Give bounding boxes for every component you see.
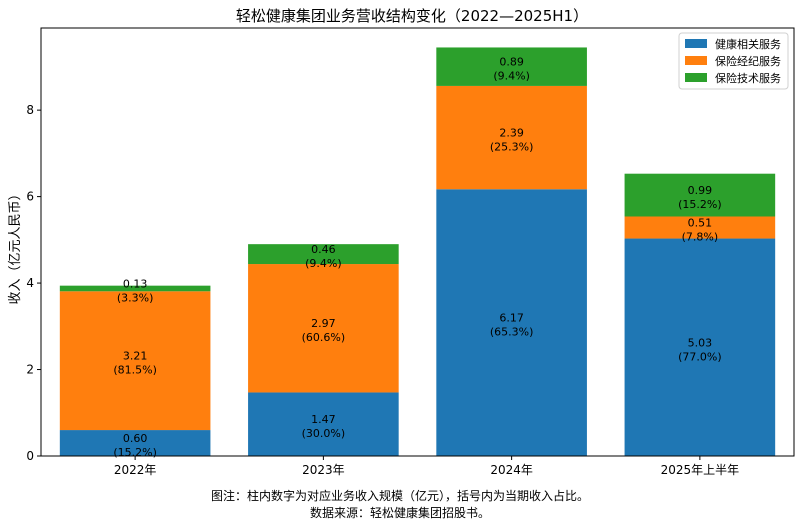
bar-value-label: 6.17 (499, 312, 524, 325)
x-tick-label: 2024年 (490, 463, 533, 477)
bar-segment (248, 244, 399, 265)
legend-swatch (685, 39, 707, 48)
bar-value-label: 2.39 (499, 127, 524, 140)
legend-swatch (685, 73, 707, 82)
bar-value-label: 5.03 (688, 336, 713, 349)
bar-segment (624, 216, 776, 239)
y-tick-label: 0 (26, 449, 34, 463)
y-tick-label: 6 (26, 190, 34, 204)
bar-share-label: (77.0%) (678, 350, 722, 363)
bar-value-label: 0.60 (123, 432, 148, 445)
bar-share-label: (30.0%) (302, 427, 346, 440)
plot-area: 0.60 (15.2%) 3.21(81.5%) 0.13(3.3%) 1.47(30.… (26, 27, 795, 477)
data-source-note: 数据来源：轻松健康集团招股书。 (309, 506, 490, 520)
chart-title: 轻松健康集团业务营收结构变化（2022—2025H1） (236, 7, 588, 25)
legend-label: 保险经纪服务 (715, 54, 781, 68)
x-tick-label: 2023年 (302, 463, 345, 477)
bar-segment (624, 173, 776, 217)
chart-caption: 图注：柱内数字为对应业务收入规模（亿元），括号内为当期收入占比。 (210, 489, 589, 503)
legend-label: 保险技术服务 (715, 71, 781, 85)
bar-value-label: 0.89 (499, 56, 524, 69)
bar-segment (59, 285, 211, 292)
bar-value-label: 3.21 (123, 350, 148, 363)
bar-share-label: (81.5%) (113, 364, 157, 377)
bar-segment (436, 47, 587, 86)
y-tick-label: 4 (26, 276, 34, 290)
bar-segment (436, 189, 587, 456)
bar-share-label: (25.3%) (490, 141, 534, 154)
bar-segment (248, 264, 399, 393)
bar-share-label: (60.6%) (302, 331, 346, 344)
bar-share-label: (15.2%) (678, 198, 722, 211)
plot-frame (40, 27, 795, 457)
bar-segment (59, 291, 211, 431)
bar-value-label: 0.51 (688, 217, 713, 230)
bar-share-label: (9.4%) (493, 70, 530, 83)
x-tick-label: 2025年上半年 (661, 463, 740, 477)
bar-segment (248, 392, 399, 456)
bar-segment (624, 238, 776, 456)
bar-value-label: 1.47 (311, 413, 336, 426)
bar-share-label: (7.8%) (682, 231, 719, 244)
bar-share-label: (9.4%) (305, 257, 342, 270)
y-axis-label: 收入（亿元人民币） (8, 187, 23, 304)
legend-swatch (685, 56, 707, 65)
legend-label: 健康相关服务 (715, 37, 781, 51)
y-tick-label: 8 (26, 103, 34, 117)
bar-value-label: 0.46 (311, 243, 336, 256)
bar-segment (436, 85, 587, 190)
bar-value-label: 0.99 (688, 184, 713, 197)
bar-segment (59, 430, 211, 456)
bar-value-label: 0.13 (123, 277, 148, 290)
bar-value-label: 2.97 (311, 317, 336, 330)
bar-share-label: (65.3%) (490, 326, 534, 339)
y-tick-label: 2 (26, 363, 34, 377)
stacked-bar-chart: 轻松健康集团业务营收结构变化（2022—2025H1） 0.60 (15.2%) 3… (8, 7, 795, 477)
x-tick-label: 2022年 (114, 463, 157, 477)
bar-share-label: (3.3%) (117, 291, 154, 304)
